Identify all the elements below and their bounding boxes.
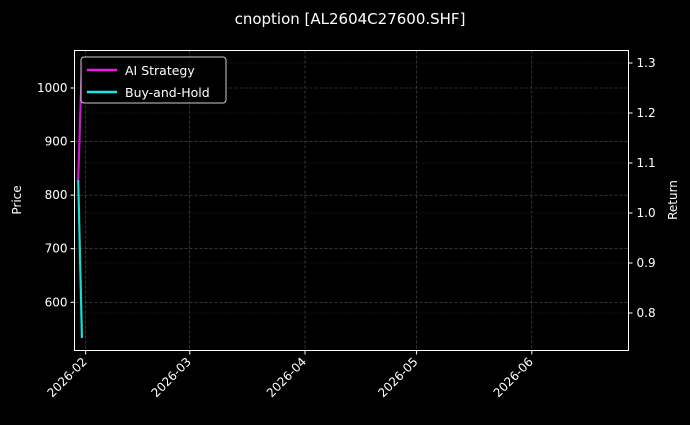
y-tick-label: 600 [45, 295, 68, 309]
y-tick-label: 700 [45, 242, 68, 256]
series-line-buy-and-hold [77, 179, 84, 339]
x-tick-label: 2026-02 [44, 355, 89, 400]
y2-tick-label: 1.3 [637, 56, 656, 70]
y-tick-label: 900 [45, 135, 68, 149]
legend: AI Strategy Buy-and-Hold [80, 56, 227, 104]
chart-title: cnoption [AL2604C27600.SHF] [235, 10, 466, 28]
grid [74, 50, 629, 351]
y2-tick-label: 1.0 [637, 206, 656, 220]
y-axis-label: Price [10, 185, 24, 214]
legend-box [80, 56, 227, 104]
x-tick-label: 2026-03 [149, 355, 194, 400]
series-lines [77, 62, 84, 339]
x-tick-label: 2026-04 [264, 355, 309, 400]
y2-tick-label: 0.9 [637, 256, 656, 270]
y2-axis-label: Return [666, 180, 680, 220]
y-axis-right: 0.8 0.9 1.0 1.1 1.2 1.3 [628, 56, 656, 320]
y2-tick-label: 0.8 [637, 306, 656, 320]
y-axis-left: 600 700 800 900 1000 [37, 81, 75, 309]
x-tick-label: 2026-06 [491, 355, 536, 400]
x-tick-label: 2026-05 [375, 355, 420, 400]
legend-label-ai-strategy: AI Strategy [125, 63, 195, 78]
y2-tick-label: 1.1 [637, 156, 656, 170]
legend-label-buy-and-hold: Buy-and-Hold [125, 85, 210, 100]
y2-tick-label: 1.2 [637, 106, 656, 120]
x-axis: 2026-02 2026-03 2026-04 2026-05 2026-06 [44, 350, 536, 400]
plot-frame [74, 50, 629, 351]
y-tick-label: 1000 [37, 81, 68, 95]
y-tick-label: 800 [45, 188, 68, 202]
